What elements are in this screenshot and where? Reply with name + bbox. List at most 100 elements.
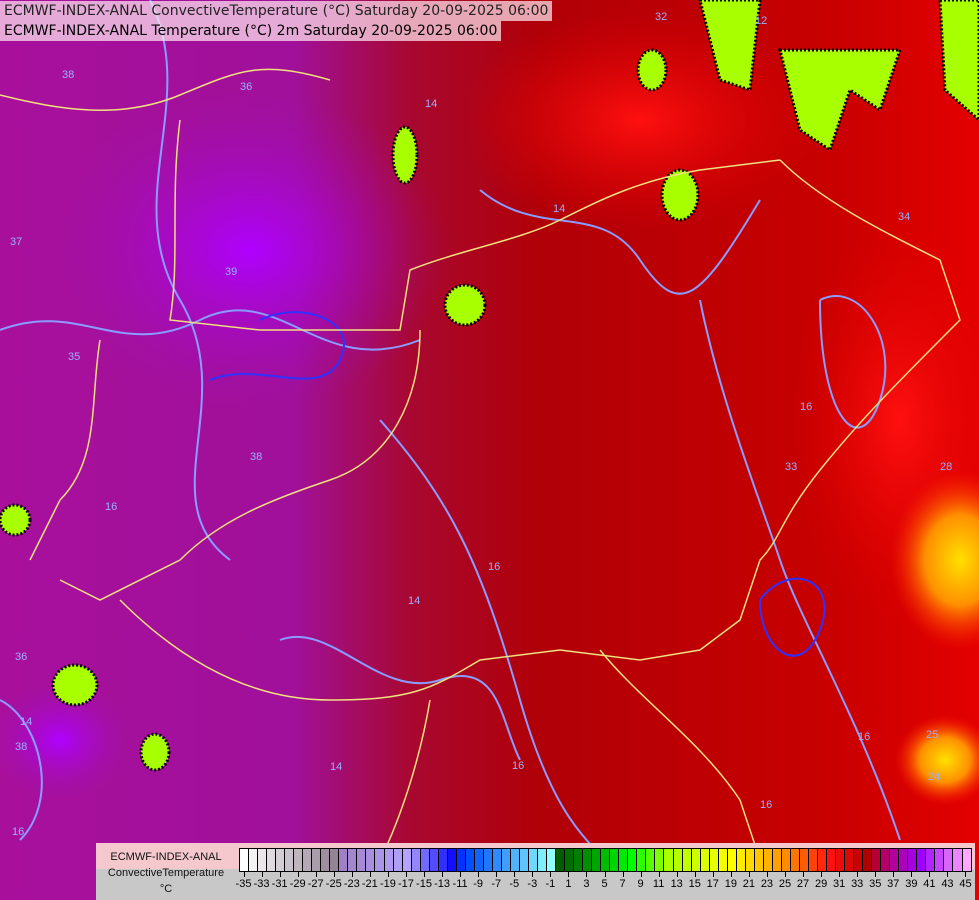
legend-swatch bbox=[465, 849, 475, 871]
legend-swatch bbox=[420, 849, 430, 871]
legend-tick-mark bbox=[604, 871, 606, 877]
contour-label: 33 bbox=[785, 461, 797, 473]
legend-swatch bbox=[547, 849, 557, 871]
legend-swatch bbox=[474, 849, 484, 871]
legend-swatch bbox=[339, 849, 349, 871]
legend-tick-label: -33 bbox=[253, 878, 270, 890]
legend-ticks: -35 -33 -31 -29 -27 -25 -23 -21 -19 -17 -15 -13 -11-… bbox=[236, 871, 972, 895]
contour-label: 12 bbox=[755, 15, 767, 27]
color-legend: ECMWF-INDEX-ANAL ConvectiveTemperature °… bbox=[96, 843, 975, 900]
legend-tick-label: 5 bbox=[601, 878, 608, 890]
contour-label: 38 bbox=[15, 741, 27, 753]
legend-tick-label: -11 bbox=[452, 878, 468, 890]
legend-color-bar bbox=[239, 848, 972, 872]
contour-label: 16 bbox=[760, 799, 772, 811]
legend-tick-label: 15 bbox=[688, 878, 701, 890]
legend-tick-label: 21 bbox=[742, 878, 756, 890]
contour-label: 38 bbox=[250, 451, 262, 463]
contour-label: 32 bbox=[655, 11, 667, 23]
legend-swatch bbox=[772, 849, 782, 871]
legend-tick-label: 19 bbox=[724, 878, 737, 890]
legend-tick-mark bbox=[333, 871, 335, 877]
legend-tick-mark bbox=[496, 871, 498, 877]
legend-swatch bbox=[808, 849, 818, 871]
contour-label: 28 bbox=[940, 461, 952, 473]
legend-swatch bbox=[619, 849, 629, 871]
title-convective-temperature: ECMWF-INDEX-ANAL ConvectiveTemperature (… bbox=[0, 1, 553, 21]
legend-tick-mark bbox=[460, 871, 462, 877]
purple-region bbox=[0, 680, 130, 800]
legend-tick-label: 13 bbox=[670, 878, 683, 890]
legend-swatch bbox=[510, 849, 520, 871]
legend-swatch bbox=[285, 849, 295, 871]
legend-swatch bbox=[854, 849, 864, 871]
legend-tick-mark bbox=[766, 871, 768, 877]
legend-swatch bbox=[312, 849, 322, 871]
hot-region bbox=[895, 715, 979, 805]
legend-tick-mark bbox=[532, 871, 534, 877]
legend-tick-mark bbox=[875, 871, 877, 877]
legend-tick-label: -21 bbox=[361, 878, 378, 890]
legend-swatch bbox=[402, 849, 412, 871]
legend-tick-label: -9 bbox=[473, 878, 484, 890]
legend-swatch bbox=[330, 849, 340, 871]
legend-tick-label: -29 bbox=[289, 878, 306, 890]
legend-tick-mark bbox=[839, 871, 841, 877]
legend-swatch bbox=[718, 849, 728, 871]
country-borders bbox=[0, 68, 961, 861]
legend-tick-label: 1 bbox=[565, 878, 572, 890]
legend-swatch bbox=[890, 849, 900, 871]
legend-swatch bbox=[447, 849, 457, 871]
legend-swatch bbox=[709, 849, 719, 871]
legend-swatch bbox=[736, 849, 746, 871]
legend-swatch bbox=[908, 849, 918, 871]
contour-labels: 38 36 14 37 39 35 38 16 36 38 14 16 14 1… bbox=[10, 11, 952, 838]
legend-swatch bbox=[393, 849, 403, 871]
legend-swatch bbox=[863, 849, 873, 871]
contour-label: 39 bbox=[225, 266, 237, 278]
hot-region bbox=[890, 470, 979, 650]
legend-tick-mark bbox=[586, 871, 588, 877]
legend-swatch bbox=[483, 849, 493, 871]
legend-swatch bbox=[240, 849, 250, 871]
legend-swatch bbox=[917, 849, 927, 871]
legend-swatch bbox=[294, 849, 304, 871]
legend-swatch bbox=[357, 849, 367, 871]
legend-tick-label: -23 bbox=[343, 878, 360, 890]
legend-tick-mark bbox=[568, 871, 570, 877]
contour-label: 25 bbox=[926, 729, 938, 741]
legend-swatch bbox=[565, 849, 575, 871]
legend-swatch bbox=[637, 849, 647, 871]
contour-label: 14 bbox=[20, 716, 32, 728]
legend-swatch bbox=[799, 849, 809, 871]
legend-tick-label: -17 bbox=[398, 878, 414, 890]
legend-tick-mark bbox=[911, 871, 913, 877]
contour-label: 35 bbox=[68, 351, 80, 363]
legend-swatch bbox=[745, 849, 755, 871]
legend-swatch bbox=[763, 849, 773, 871]
low-cape-region bbox=[698, 0, 979, 153]
legend-swatch bbox=[953, 849, 963, 871]
legend-swatch bbox=[628, 849, 638, 871]
legend-swatch bbox=[529, 849, 539, 871]
legend-tick-mark bbox=[279, 871, 281, 877]
legend-swatch bbox=[818, 849, 828, 871]
legend-tick-mark bbox=[622, 871, 624, 877]
legend-swatch bbox=[456, 849, 466, 871]
legend-tick-label: 33 bbox=[851, 878, 864, 890]
legend-tick-mark bbox=[478, 871, 480, 877]
legend-tick-label: 31 bbox=[833, 878, 846, 890]
contour-label: 37 bbox=[10, 236, 22, 248]
contour-label: 16 bbox=[800, 401, 812, 413]
legend-swatch bbox=[646, 849, 656, 871]
legend-swatch bbox=[429, 849, 439, 871]
legend-tick-mark bbox=[676, 871, 678, 877]
legend-swatch bbox=[538, 849, 548, 871]
legend-tick-mark bbox=[514, 871, 516, 877]
legend-swatch bbox=[754, 849, 764, 871]
legend-swatch bbox=[944, 849, 954, 871]
legend-swatch bbox=[583, 849, 593, 871]
legend-variable: ConvectiveTemperature bbox=[107, 867, 225, 879]
contour-label: 14 bbox=[330, 761, 342, 773]
legend-swatch bbox=[303, 849, 313, 871]
